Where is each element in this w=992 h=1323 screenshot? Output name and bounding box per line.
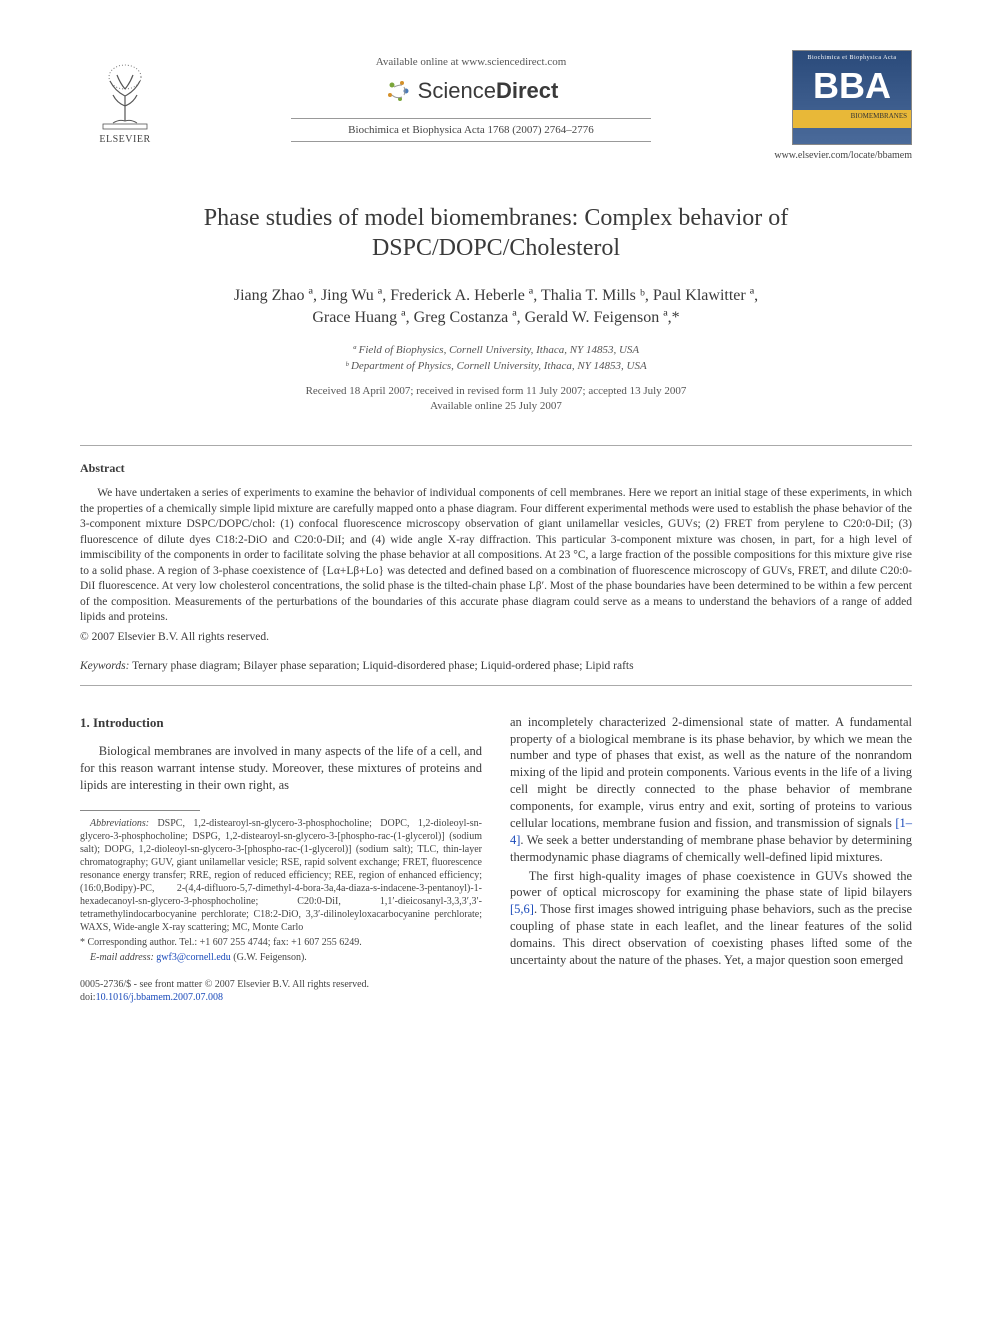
abstract-heading: Abstract	[80, 460, 912, 476]
article-title: Phase studies of model biomembranes: Com…	[120, 203, 872, 263]
affiliation-b: ᵇ Department of Physics, Cornell Univers…	[80, 359, 912, 374]
copyright-line: © 2007 Elsevier B.V. All rights reserved…	[80, 630, 912, 646]
header-center: Available online at www.sciencedirect.co…	[170, 50, 772, 142]
affiliations: ª Field of Biophysics, Cornell Universit…	[80, 343, 912, 374]
sciencedirect-wordmark: ScienceDirect	[418, 76, 559, 106]
intro-paragraph-1: Biological membranes are involved in man…	[80, 743, 482, 794]
sciencedirect-logo: ScienceDirect	[170, 76, 772, 106]
abbr-body: DSPC, 1,2-distearoyl-sn-glycero-3-phosph…	[80, 818, 482, 933]
citation-bar: Biochimica et Biophysica Acta 1768 (2007…	[291, 118, 651, 143]
bba-cover-band: BIOMEMBRANES	[793, 110, 911, 128]
sciencedirect-swirl-icon	[384, 77, 412, 105]
corresponding-author: * Corresponding author. Tel.: +1 607 255…	[80, 936, 482, 949]
abbr-label: Abbreviations:	[90, 818, 149, 829]
authors-line-2: Grace Huang ª, Greg Costanza ª, Gerald W…	[80, 307, 912, 329]
divider-below-keywords	[80, 685, 912, 686]
available-online-text: Available online at www.sciencedirect.co…	[170, 55, 772, 70]
keywords-line: Keywords: Ternary phase diagram; Bilayer…	[80, 659, 912, 675]
front-matter-line: 0005-2736/$ - see front matter © 2007 El…	[80, 978, 482, 991]
divider-above-abstract	[80, 445, 912, 446]
journal-header: ELSEVIER Available online at www.science…	[80, 50, 912, 163]
right-column: an incompletely characterized 2-dimensio…	[510, 714, 912, 1004]
email-tail: (G.W. Feigenson).	[231, 952, 307, 963]
doi-link[interactable]: 10.1016/j.bbamem.2007.07.008	[96, 992, 224, 1003]
journal-cover-block: Biochimica et Biophysica Acta BBA BIOMEM…	[772, 50, 912, 163]
introduction-heading: 1. Introduction	[80, 714, 482, 732]
keywords-label: Keywords:	[80, 660, 129, 672]
elsevier-label: ELSEVIER	[99, 133, 150, 147]
received-date: Received 18 April 2007; received in revi…	[80, 384, 912, 399]
sd-light: Science	[418, 78, 496, 103]
intro-p2-a: an incompletely characterized 2-dimensio…	[510, 715, 912, 830]
authors-line-1: Jiang Zhao ª, Jing Wu ª, Frederick A. He…	[80, 285, 912, 307]
doi-prefix: doi:	[80, 992, 96, 1003]
elsevier-logo: ELSEVIER	[80, 50, 170, 150]
footnotes: Abbreviations: DSPC, 1,2-distearoyl-sn-g…	[80, 817, 482, 964]
footnote-rule	[80, 810, 200, 811]
affiliation-a: ª Field of Biophysics, Cornell Universit…	[80, 343, 912, 358]
bba-cover-acronym: BBA	[793, 68, 911, 104]
doi-block: 0005-2736/$ - see front matter © 2007 El…	[80, 978, 482, 1004]
article-dates: Received 18 April 2007; received in revi…	[80, 384, 912, 415]
ref-5-6[interactable]: [5,6]	[510, 902, 534, 916]
left-column: 1. Introduction Biological membranes are…	[80, 714, 482, 1004]
online-date: Available online 25 July 2007	[80, 399, 912, 414]
bba-cover-thumbnail: Biochimica et Biophysica Acta BBA BIOMEM…	[792, 50, 912, 145]
email-label: E-mail address:	[90, 952, 154, 963]
intro-p3-a: The first high-quality images of phase c…	[510, 869, 912, 900]
bba-cover-title: Biochimica et Biophysica Acta	[793, 51, 911, 62]
elsevier-tree-icon	[95, 61, 155, 131]
authors-block: Jiang Zhao ª, Jing Wu ª, Frederick A. He…	[80, 285, 912, 330]
intro-paragraph-2: an incompletely characterized 2-dimensio…	[510, 714, 912, 866]
body-columns: 1. Introduction Biological membranes are…	[80, 714, 912, 1004]
email-link[interactable]: gwf3@cornell.edu	[156, 952, 230, 963]
abstract-body: We have undertaken a series of experimen…	[80, 486, 912, 626]
abbreviations-footnote: Abbreviations: DSPC, 1,2-distearoyl-sn-g…	[80, 817, 482, 934]
intro-p2-b: . We seek a better understanding of memb…	[510, 833, 912, 864]
keywords-text: Ternary phase diagram; Bilayer phase sep…	[129, 660, 633, 672]
intro-paragraph-3: The first high-quality images of phase c…	[510, 868, 912, 969]
sd-bold: Direct	[496, 78, 558, 103]
journal-url: www.elsevier.com/locate/bbamem	[772, 149, 912, 163]
intro-p3-b: . Those first images showed intriguing p…	[510, 902, 912, 967]
email-line: E-mail address: gwf3@cornell.edu (G.W. F…	[80, 951, 482, 964]
doi-line: doi:10.1016/j.bbamem.2007.07.008	[80, 991, 482, 1004]
